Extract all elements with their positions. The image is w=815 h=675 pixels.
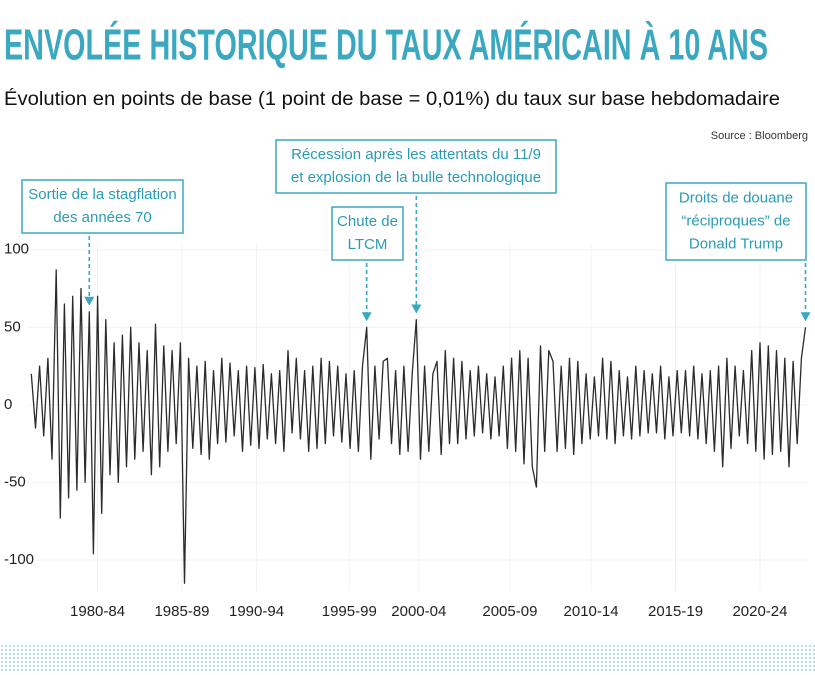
y-tick-label: 100 xyxy=(4,241,29,258)
x-tick-label: 2005-09 xyxy=(482,603,537,620)
x-tick-label: 2015-19 xyxy=(648,603,703,620)
annotation-box xyxy=(331,206,404,261)
x-tick-label: 1980-84 xyxy=(70,603,125,620)
annotation-text: Droits de douane xyxy=(679,189,793,206)
annotation-box xyxy=(275,139,557,194)
decor-band xyxy=(0,645,815,673)
annotation-text: Sortie de la stagflation xyxy=(28,186,176,203)
x-tick-label: 2010-14 xyxy=(564,603,619,620)
annotation-text: “réciproques” de xyxy=(681,212,790,229)
annotation-box xyxy=(665,182,807,261)
subtitle: Évolution en points de base (1 point de … xyxy=(4,89,780,110)
x-tick-label: 1990-94 xyxy=(229,603,284,620)
annotation-text: LTCM xyxy=(348,236,388,253)
annotation-text: Récession après les attentats du 11/9 xyxy=(291,146,541,163)
annotation-text: des années 70 xyxy=(53,209,151,226)
arrow-head xyxy=(411,304,422,314)
y-tick-label: 50 xyxy=(4,318,21,335)
annotation-text: Chute de xyxy=(337,213,398,230)
y-tick-label: -100 xyxy=(4,551,34,568)
x-tick-label: 2000-04 xyxy=(391,603,446,620)
data-line xyxy=(30,269,807,584)
annotation-box xyxy=(21,179,184,234)
arrow-head xyxy=(361,312,372,322)
arrow-head xyxy=(84,296,95,306)
chart-title: ENVOLÉE HISTORIQUE DU TAUX AMÉRICAIN À 1… xyxy=(4,20,768,70)
annotation-text: Donald Trump xyxy=(689,235,783,252)
annotation-text: et explosion de la bulle technologique xyxy=(291,169,541,186)
x-tick-label: 1985-89 xyxy=(154,603,209,620)
y-tick-label: -50 xyxy=(4,473,26,490)
y-tick-label: 0 xyxy=(4,396,12,413)
source: Source : Bloomberg xyxy=(711,130,808,142)
x-tick-label: 2020-24 xyxy=(732,603,787,620)
x-tick-label: 1995-99 xyxy=(322,603,377,620)
arrow-head xyxy=(800,312,811,322)
